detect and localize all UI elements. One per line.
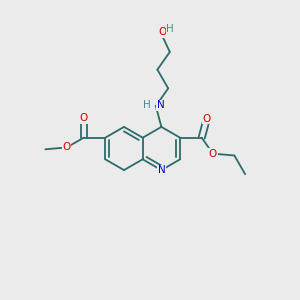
Text: N: N [158, 165, 165, 175]
Text: O: O [63, 142, 71, 152]
Text: H: H [143, 100, 151, 110]
Text: O: O [80, 113, 88, 123]
Text: O: O [202, 114, 211, 124]
Text: H: H [167, 24, 174, 34]
Text: O: O [209, 148, 217, 159]
Text: N: N [157, 100, 165, 110]
Text: O: O [158, 27, 166, 38]
